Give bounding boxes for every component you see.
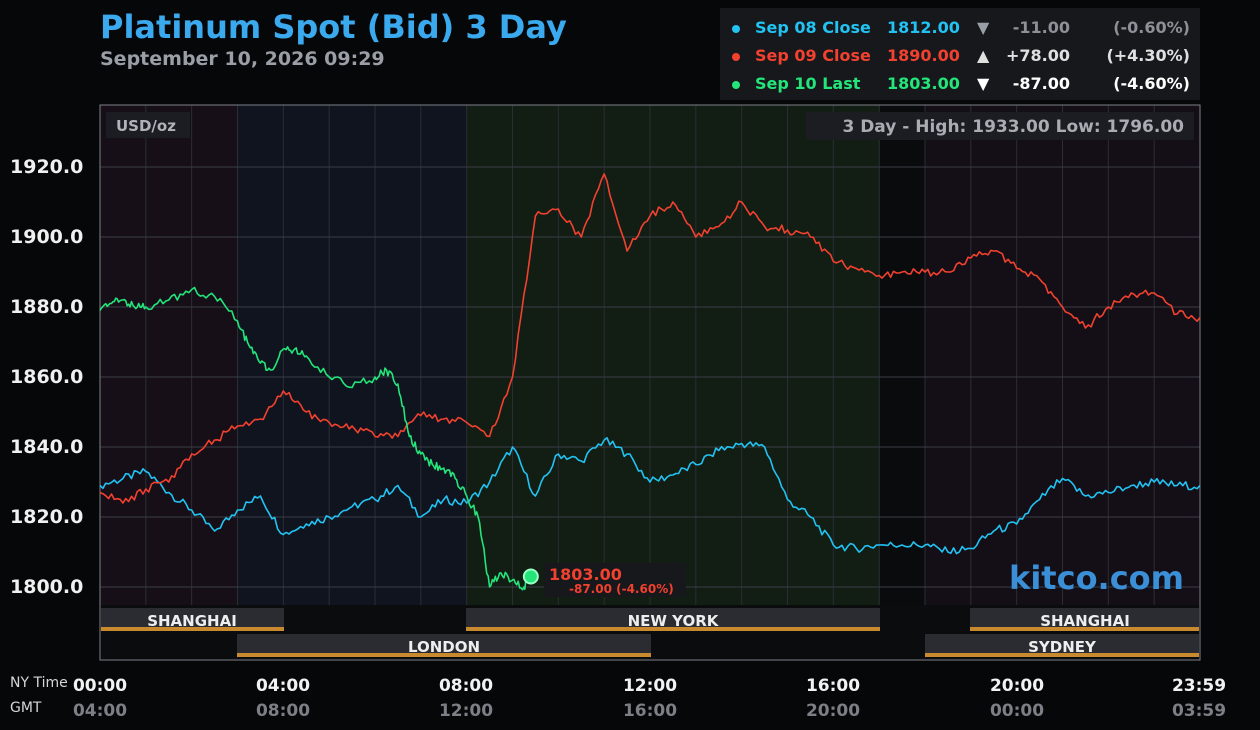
- session-london: [237, 634, 651, 654]
- x-tick-gmt: 16:00: [622, 701, 678, 721]
- legend-dot-icon: [732, 53, 740, 61]
- x-tick-ny: 00:00: [72, 676, 128, 696]
- last-price-callout-bg: [544, 563, 686, 597]
- legend-change: -11.00: [1012, 18, 1070, 37]
- legend-percent: (-0.60%): [1113, 18, 1190, 37]
- series-line-sep-09: [99, 173, 1201, 504]
- shanghai-session-bg: [100, 105, 237, 605]
- session-london-bar: [237, 653, 651, 657]
- session-sydney-bar: [925, 653, 1199, 657]
- session-label-shanghai: SHANGHAI: [147, 612, 237, 630]
- last-price-change: -87.00 (-4.60%): [569, 582, 674, 596]
- plot-frame: [99, 104, 1201, 661]
- series-lines: [99, 173, 1201, 591]
- x-tick-ny: 12:00: [622, 676, 678, 696]
- last-price-marker: [522, 568, 539, 585]
- gmt-axis-name: GMT: [10, 700, 42, 716]
- newyork-session-bg: [466, 105, 880, 605]
- legend-label: Sep 09 Close: [755, 46, 871, 65]
- legend-value: 1803.00: [887, 74, 960, 93]
- x-tick-ny: 23:59: [1171, 676, 1227, 696]
- session-newyork-bar: [466, 627, 880, 631]
- range-label: 3 Day - High: 1933.00 Low: 1796.00: [842, 117, 1184, 137]
- session-shanghai-2-bar: [970, 627, 1199, 631]
- x-tick-ny: 04:00: [255, 676, 311, 696]
- down-arrow-icon: ▼: [977, 18, 990, 37]
- legend-percent: (+4.30%): [1106, 46, 1190, 65]
- unit-label-bg: [106, 112, 190, 138]
- down-arrow-icon: ▼: [977, 74, 990, 93]
- x-tick-ny: 20:00: [989, 676, 1045, 696]
- london-session-bg: [237, 105, 466, 605]
- x-tick-gmt: 03:59: [1171, 701, 1227, 721]
- legend-label: Sep 10 Last: [755, 74, 861, 93]
- legend-percent: (-4.60%): [1113, 74, 1190, 93]
- legend-value: 1890.00: [887, 46, 960, 65]
- chart-title: Platinum Spot (Bid) 3 Day: [100, 8, 567, 46]
- legend-dot-icon: [732, 25, 740, 33]
- y-tick-label: 1860.0: [10, 366, 84, 388]
- session-shanghai-1: [101, 608, 284, 628]
- legend-label: Sep 08 Close: [755, 18, 871, 37]
- y-tick-label: 1800.0: [10, 576, 84, 598]
- legend-value: 1812.00: [887, 18, 960, 37]
- series-line-sep-10: [99, 286, 532, 591]
- session-newyork: [466, 608, 880, 628]
- ny-time-axis-name: NY Time: [10, 675, 68, 691]
- legend-change: +78.00: [1005, 46, 1070, 65]
- y-tick-label: 1920.0: [10, 156, 84, 178]
- legend-change: -87.00: [1012, 74, 1070, 93]
- unit-label: USD/oz: [116, 117, 176, 135]
- closed-session-bg: [880, 105, 925, 605]
- x-tick-gmt: 20:00: [805, 701, 861, 721]
- legend-row-sep10: Sep 10 Last 1803.00 ▼ -87.00 (-4.60%): [720, 70, 1200, 98]
- grid: [100, 105, 1200, 605]
- legend-dot-icon: [732, 81, 740, 89]
- session-sydney: [925, 634, 1199, 654]
- session-label-shanghai: SHANGHAI: [1040, 612, 1130, 630]
- up-arrow-icon: ▲: [977, 46, 990, 65]
- y-tick-label: 1840.0: [10, 436, 84, 458]
- x-tick-gmt: 12:00: [438, 701, 494, 721]
- session-label-london: LONDON: [408, 638, 480, 656]
- session-shanghai-2: [970, 608, 1199, 628]
- session-label-sydney: SYDNEY: [1028, 638, 1097, 656]
- session-shanghai-1-bar: [101, 627, 284, 631]
- legend-row-sep09: Sep 09 Close 1890.00 ▲ +78.00 (+4.30%): [720, 42, 1200, 70]
- x-tick-ny: 08:00: [438, 676, 494, 696]
- kitco-watermark: kitco.com: [1009, 559, 1184, 597]
- x-tick-gmt: 00:00: [989, 701, 1045, 721]
- legend-row-sep08: Sep 08 Close 1812.00 ▼ -11.00 (-0.60%): [720, 14, 1200, 42]
- y-tick-label: 1820.0: [10, 506, 84, 528]
- x-tick-ny: 16:00: [805, 676, 861, 696]
- legend: Sep 08 Close 1812.00 ▼ -11.00 (-0.60%) S…: [720, 8, 1200, 100]
- x-tick-gmt: 04:00: [72, 701, 128, 721]
- chart-timestamp: September 10, 2026 09:29: [100, 48, 385, 70]
- series-line-sep-08: [99, 436, 1201, 555]
- last-price-value: 1803.00: [549, 565, 622, 584]
- y-tick-label: 1900.0: [10, 226, 84, 248]
- y-tick-label: 1880.0: [10, 296, 84, 318]
- x-tick-gmt: 08:00: [255, 701, 311, 721]
- range-label-bg: [806, 112, 1194, 140]
- session-label-newyork: NEW YORK: [628, 612, 720, 630]
